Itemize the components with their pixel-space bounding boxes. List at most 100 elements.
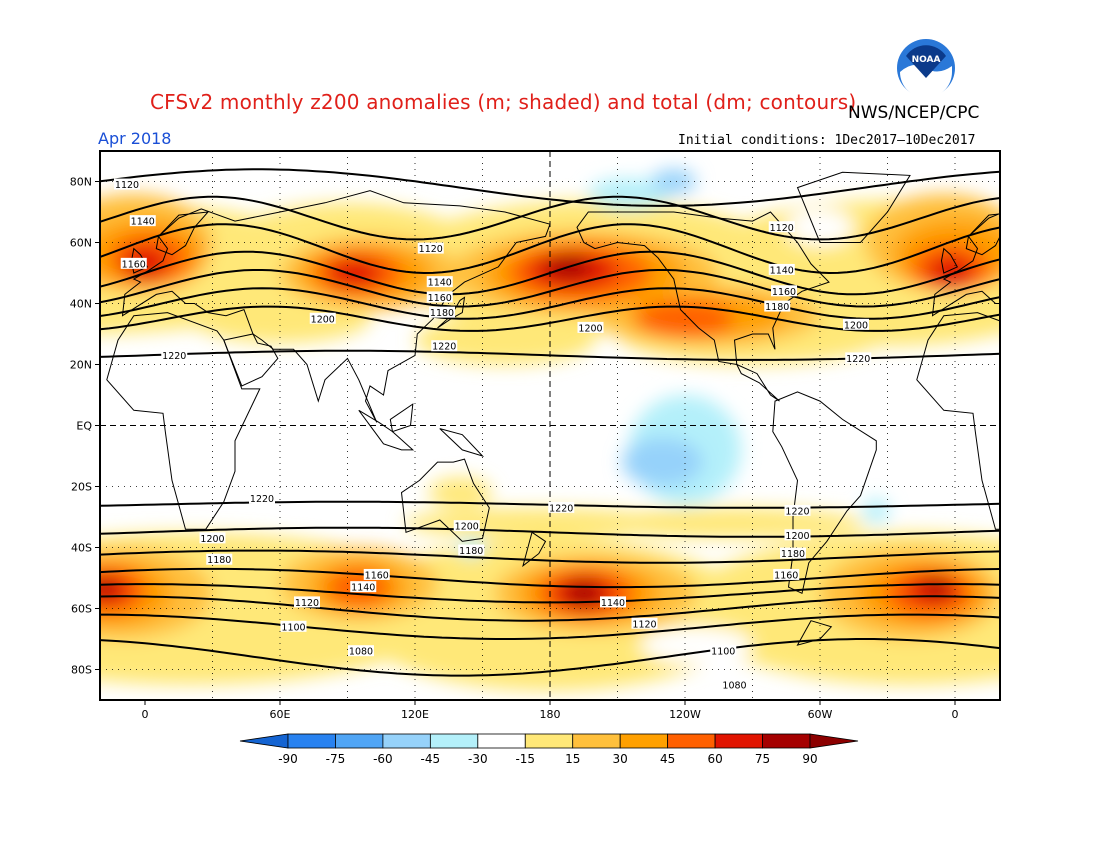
contour-line-12 xyxy=(100,583,1000,604)
contour-line-2 xyxy=(100,223,1000,275)
coastline-0 xyxy=(106,312,261,530)
colorbar-label-10: 75 xyxy=(755,752,770,766)
svg-text:1160: 1160 xyxy=(772,287,796,298)
contour-label-19: 1180 xyxy=(206,553,233,566)
x-tick-label-5: 60W xyxy=(808,708,833,721)
colorbar-label-0: -90 xyxy=(278,752,298,766)
contour-label-25: 1200 xyxy=(453,520,480,533)
contour-line-0 xyxy=(100,168,1000,207)
svg-text:1180: 1180 xyxy=(459,546,483,557)
x-tick-label-0: 0 xyxy=(142,708,149,721)
contour-label-24: 1080 xyxy=(348,645,374,658)
contour-label-4: 1220 xyxy=(161,349,188,362)
contour-label-17: 1220 xyxy=(249,492,275,505)
svg-text:1180: 1180 xyxy=(765,302,789,313)
coastline-repeat-3 xyxy=(940,247,959,274)
colorbar-box-10 xyxy=(762,733,811,749)
svg-text:1220: 1220 xyxy=(785,506,809,517)
colorbar-label-3: -45 xyxy=(421,752,441,766)
colorbar-box-4 xyxy=(477,733,526,749)
colorbar-label-9: 60 xyxy=(707,752,722,766)
svg-text:1160: 1160 xyxy=(365,570,389,581)
colorbar-label-11: 90 xyxy=(802,752,817,766)
svg-text:1160: 1160 xyxy=(774,570,798,581)
colorbar-label-5: -15 xyxy=(515,752,535,766)
x-tick-label-1: 60E xyxy=(270,708,291,721)
contour-line-10 xyxy=(100,549,1000,564)
contour-line-3 xyxy=(100,250,1000,296)
longitude-axis: 0 60E 120E 180 120W 60W 0 xyxy=(142,700,959,721)
contour-line-11 xyxy=(100,567,1000,589)
y-tick-label-6: 40S xyxy=(71,542,92,555)
svg-text:1180: 1180 xyxy=(781,549,805,560)
noaa-logo-icon: NOAA xyxy=(897,39,955,98)
coastline-repeat-0 xyxy=(916,312,1000,530)
contour-label-27: 1220 xyxy=(548,501,575,514)
coastline-repeat-1 xyxy=(931,212,1000,317)
contour-line-6 xyxy=(100,305,1000,332)
svg-text:1180: 1180 xyxy=(207,555,231,566)
svg-text:1140: 1140 xyxy=(770,265,794,276)
svg-text:1220: 1220 xyxy=(549,503,573,514)
contour-label-14: 1180 xyxy=(764,300,791,313)
svg-text:1140: 1140 xyxy=(428,278,452,289)
colorbar-box-7 xyxy=(619,733,669,749)
agency-label: NWS/NCEP/CPC xyxy=(848,103,980,123)
svg-text:1180: 1180 xyxy=(430,308,454,319)
contour-label-22: 1120 xyxy=(294,596,320,609)
coastline-repeat-4 xyxy=(965,213,1000,256)
svg-text:1220: 1220 xyxy=(432,342,456,353)
svg-text:1160: 1160 xyxy=(122,259,146,270)
contour-labels: 1120 1140 1160 1200 1220 1120 1140 1160 1180 1220… xyxy=(114,178,872,691)
y-tick-label-8: 80S xyxy=(71,664,92,677)
colorbar-label-8: 45 xyxy=(660,752,675,766)
contour-label-26: 1180 xyxy=(458,544,485,557)
svg-text:1200: 1200 xyxy=(844,320,868,331)
colorbar-label-2: -60 xyxy=(373,752,393,766)
svg-text:1200: 1200 xyxy=(311,314,335,325)
colorbar-box-0 xyxy=(287,733,336,749)
svg-text:1220: 1220 xyxy=(162,351,186,362)
contour-label-10: 1200 xyxy=(577,321,604,334)
x-tick-label-6: 0 xyxy=(952,708,959,721)
y-tick-label-0: 80N xyxy=(70,176,92,189)
coastline-8 xyxy=(358,409,415,451)
x-tick-label-2: 120E xyxy=(401,708,429,721)
svg-text:1140: 1140 xyxy=(131,217,155,228)
contour-label-33: 1200 xyxy=(784,529,811,542)
contour-label-34: 1180 xyxy=(780,547,806,560)
contour-label-29: 1120 xyxy=(631,617,658,630)
x-tick-label-4: 120W xyxy=(669,708,701,721)
colorbar-box-9 xyxy=(714,733,763,749)
coastline-14 xyxy=(735,363,780,402)
svg-text:1120: 1120 xyxy=(419,244,443,255)
colorbar-box-6 xyxy=(572,733,621,749)
contour-label-7: 1160 xyxy=(426,291,453,304)
contour-label-9: 1220 xyxy=(431,340,458,353)
colorbar-box-1 xyxy=(335,733,384,749)
contour-label-12: 1140 xyxy=(768,263,795,276)
x-tick-label-3: 180 xyxy=(540,708,561,721)
coastline-12 xyxy=(796,171,911,243)
initial-conditions-label: Initial conditions: 1Dec2017–10Dec2017 xyxy=(678,133,976,148)
svg-text:1100: 1100 xyxy=(711,647,735,658)
contour-label-13: 1160 xyxy=(771,285,797,298)
contour-label-5: 1120 xyxy=(417,242,444,255)
contour-line-4 xyxy=(100,269,1000,308)
svg-text:1120: 1120 xyxy=(295,598,319,609)
colorbar-arrow-right xyxy=(809,733,859,749)
colorbar-box-8 xyxy=(667,733,716,749)
contour-label-3: 1200 xyxy=(309,312,336,325)
coastline-1 xyxy=(121,190,551,423)
contour-label-35: 1160 xyxy=(773,568,800,581)
chart-title: CFSv2 monthly z200 anomalies (m; shaded)… xyxy=(150,90,857,114)
coastline-4 xyxy=(155,211,210,256)
contour-line-14 xyxy=(100,613,1000,640)
coastline-6 xyxy=(400,458,490,542)
contour-label-18: 1200 xyxy=(199,532,226,545)
contour-line-5 xyxy=(100,287,1000,320)
coastline-7 xyxy=(522,531,547,568)
colorbar-box-5 xyxy=(524,733,574,749)
svg-text:1160: 1160 xyxy=(428,293,452,304)
coastline-15 xyxy=(796,620,833,646)
